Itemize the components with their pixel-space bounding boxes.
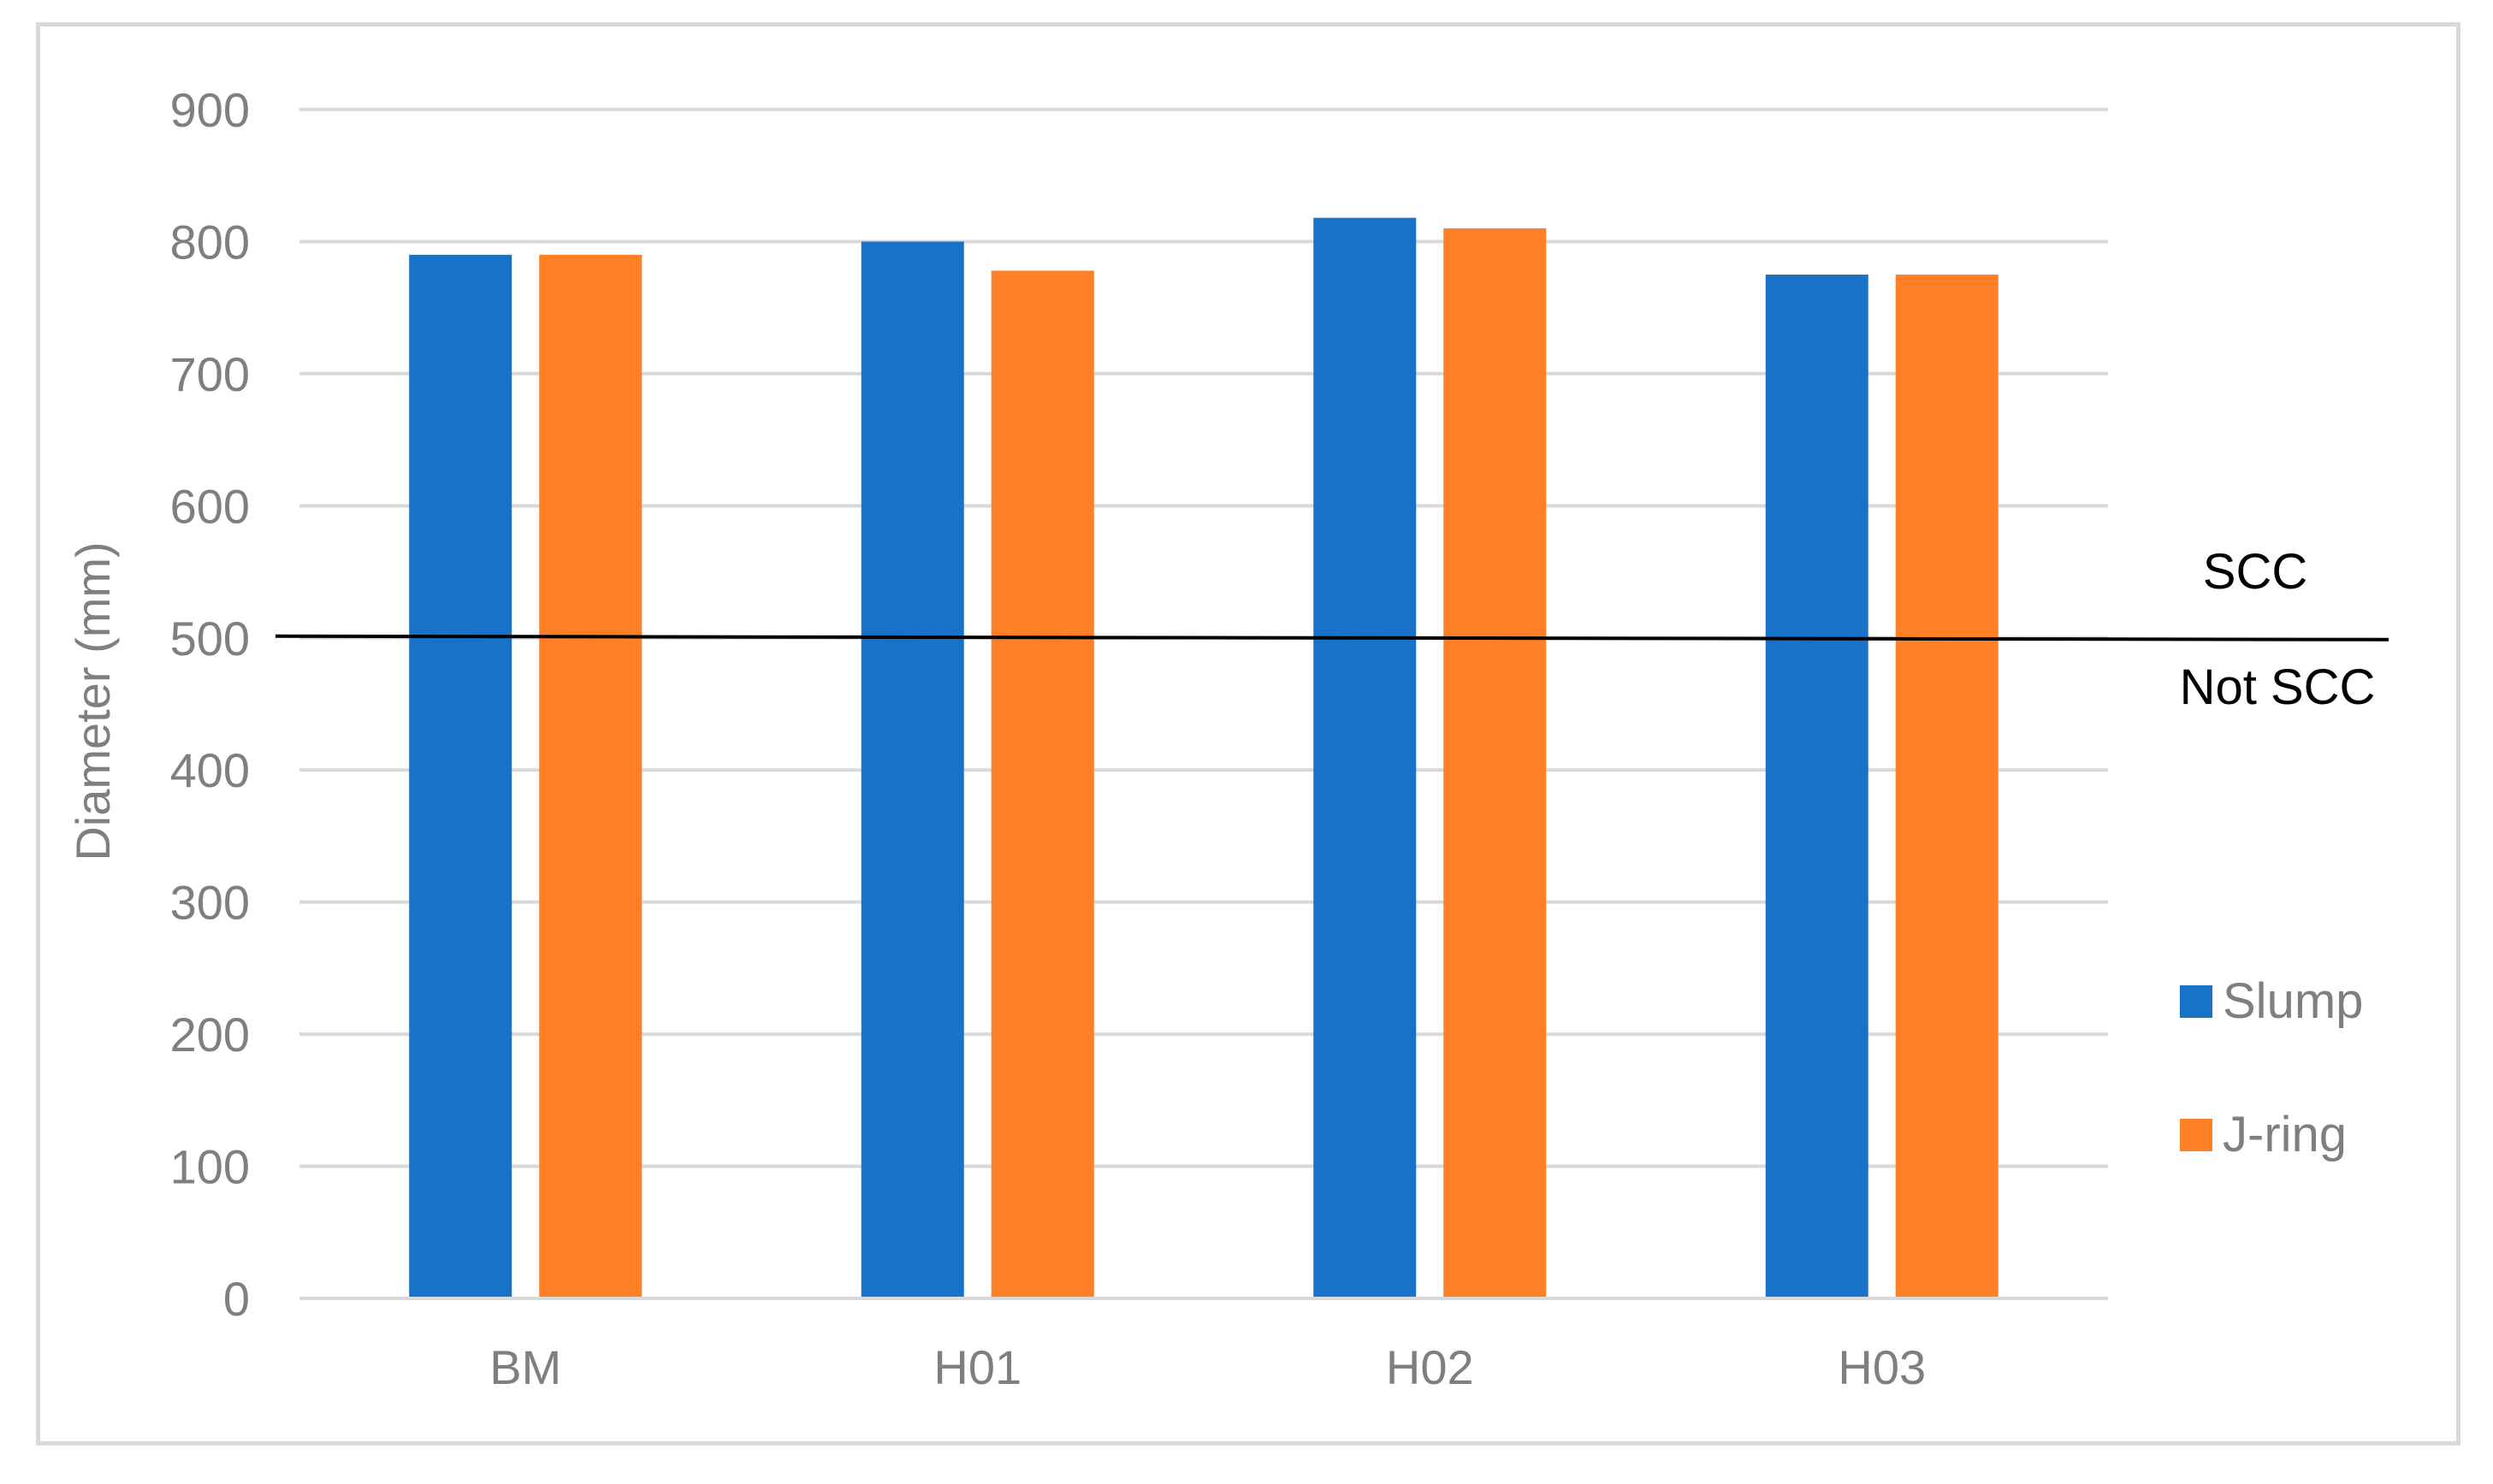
bar-slump-h02 [1313,217,1417,1299]
y-tick-label: 300 [170,876,250,930]
bar-j-ring-bm [539,254,642,1298]
bar-j-ring-h01 [991,270,1094,1298]
y-tick-label: 100 [170,1140,250,1194]
y-tick-label: 800 [170,215,250,269]
y-tick-label: 400 [170,743,250,797]
bar-slump-bm [409,254,512,1298]
scc-threshold-line [275,634,2389,641]
legend-label-j-ring: J-ring [2223,1107,2347,1162]
x-tick-label: H03 [1838,1340,1926,1394]
legend-label-slump: Slump [2223,973,2363,1029]
x-tick-label: H01 [933,1340,1021,1394]
bar-j-ring-h02 [1443,228,1547,1298]
legend-swatch-slump [2180,985,2212,1018]
legend: Slump J-ring [2180,973,2363,1162]
y-axis-title: Diameter (mm) [66,541,120,860]
bars [409,217,1999,1299]
y-tick-label: 900 [170,83,250,137]
y-tick-label: 500 [170,612,250,665]
bar-slump-h01 [861,241,964,1298]
legend-swatch-j-ring [2180,1119,2212,1151]
bar-slump-h03 [1765,275,1868,1298]
y-tick-label: 200 [170,1008,250,1061]
bar-j-ring-h03 [1895,275,1999,1298]
scc-label: SCC [2203,544,2307,600]
x-tick-label: H02 [1386,1340,1474,1394]
y-tick-label: 700 [170,347,250,401]
not-scc-label: Not SCC [2180,659,2376,715]
x-axis-ticks: BM H01 H02 H03 [489,1340,1926,1394]
y-tick-label: 0 [223,1272,250,1326]
y-axis-ticks: 0 100 200 300 400 500 600 700 800 900 [170,83,250,1326]
x-tick-label: BM [489,1340,561,1394]
y-tick-label: 600 [170,479,250,533]
